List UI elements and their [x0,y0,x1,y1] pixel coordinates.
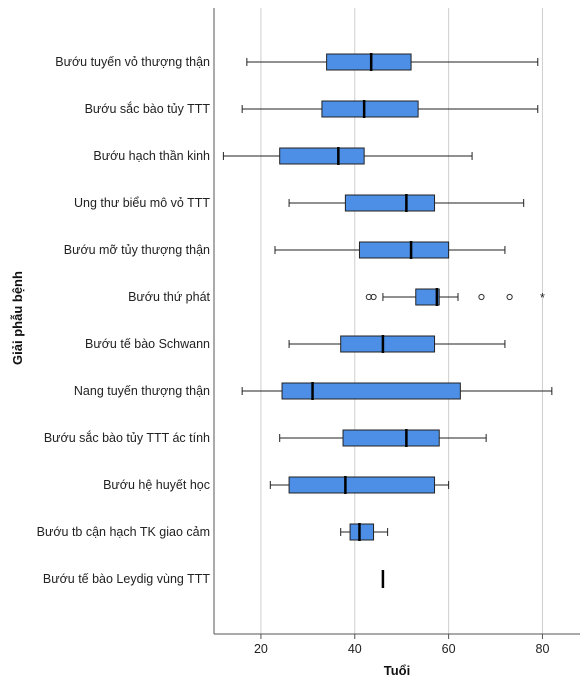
category-label: Bướu thứ phát [128,290,210,304]
iqr-box [326,53,412,71]
category-labels: Bướu tuyến vỏ thượng thận Bướu sắc bào tủ… [37,55,211,586]
category-label: Bướu hạch thần kinh [93,149,210,163]
x-axis-ticks: 20 40 60 80 [254,634,549,656]
outlier-point [365,293,372,301]
box-group [288,194,525,212]
box-group [246,53,539,71]
category-label: Bướu mỡ tủy thượng thận [64,243,210,257]
box-group [288,335,506,353]
outlier-point [506,293,513,301]
outlier-point [370,293,377,301]
iqr-box [281,382,461,400]
extreme-point: * [540,291,545,305]
category-label: Bướu sắc bào tủy TTT ác tính [44,430,210,445]
iqr-box [358,241,450,259]
iqr-box [288,476,436,494]
x-axis-title: Tuổi [384,663,410,678]
box-group [269,476,450,494]
category-label: Bướu tuyến vỏ thượng thận [55,55,210,69]
iqr-box [342,429,440,447]
category-label: Bướu sắc bào tủy TTT [85,101,211,116]
box-group: * [365,288,545,306]
outlier-point [478,293,485,301]
box-group [222,147,473,165]
x-tick-label: 20 [254,642,268,656]
iqr-box [340,335,436,353]
boxes: * [222,53,553,588]
y-axis-title: Giải phẫu bệnh [10,271,25,365]
x-tick-label: 40 [348,642,362,656]
iqr-box [415,288,440,306]
iqr-box [321,100,419,118]
category-label: Bướu hệ huyết học [103,478,210,492]
category-label: Bướu tế bào Schwann [85,337,210,351]
category-label: Bướu tb cận hạch TK giao cảm [37,525,210,539]
iqr-box [279,147,365,165]
x-tick-label: 80 [536,642,550,656]
box-group [241,100,539,118]
category-label: Nang tuyến thượng thận [74,384,210,398]
box-group [279,429,487,447]
box-group [340,523,389,541]
iqr-box [349,523,375,541]
box-group [274,241,506,259]
iqr-box [344,194,436,212]
box-group [241,382,553,400]
x-tick-label: 60 [442,642,456,656]
category-label: Bướu tế bào Leydig vùng TTT [43,572,210,586]
category-label: Ung thư biểu mô vỏ TTT [74,196,210,210]
